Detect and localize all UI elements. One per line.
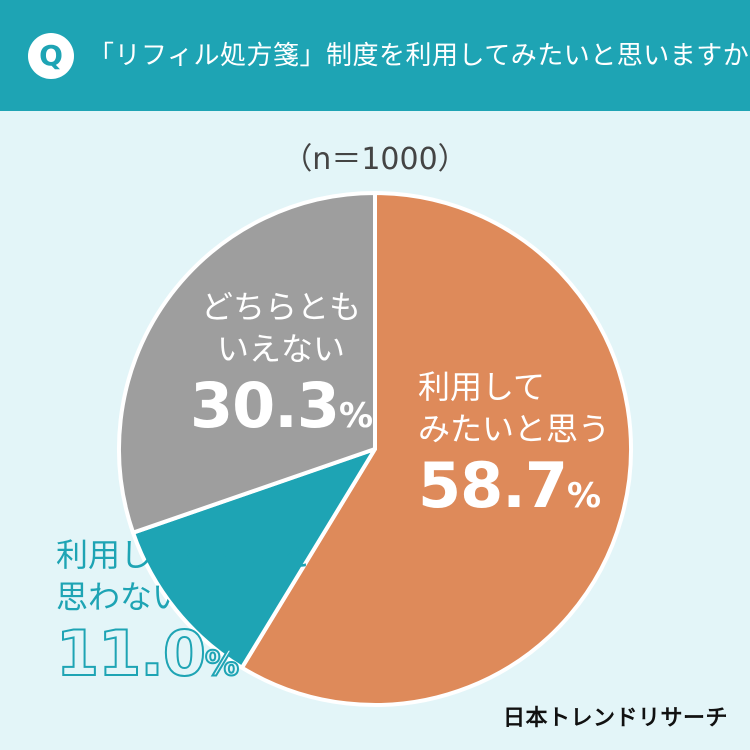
slice-label-neutral-line2: いえない xyxy=(217,330,346,368)
slice-neutral xyxy=(117,191,377,535)
slice-label-no-line2: 思わない xyxy=(56,578,185,616)
slice-label-no: 利用してみたいと 思わない 11.0% xyxy=(55,534,312,700)
slice-value-neutral: 30.3% xyxy=(190,369,373,442)
slice-label-no-line1: 利用してみたいと xyxy=(56,536,312,574)
slice-label-yes-line1: 利用して xyxy=(418,368,546,406)
header-banner: Q 「リフィル処方箋」制度を利用してみたいと思いますか？ xyxy=(0,0,750,111)
slice-yes xyxy=(239,191,633,707)
slice-label-yes-line2: みたいと思う xyxy=(418,410,611,448)
slice-value-yes: 58.7% xyxy=(418,449,601,522)
slice-no xyxy=(131,447,377,670)
slice-label-yes: 利用して みたいと思う 58.7% xyxy=(418,366,610,532)
sample-size: （n＝1000） xyxy=(282,142,468,177)
company-logo: 日本トレンドリサーチ xyxy=(502,706,728,731)
question-badge: Q xyxy=(28,33,74,79)
slice-label-neutral-line1: どちらとも xyxy=(201,288,362,326)
slice-label-neutral: どちらとも いえない 30.3% xyxy=(190,286,373,452)
question-text: 「リフィル処方箋」制度を利用してみたいと思いますか？ xyxy=(88,41,750,71)
slice-value-no: 11.0% xyxy=(55,617,240,691)
